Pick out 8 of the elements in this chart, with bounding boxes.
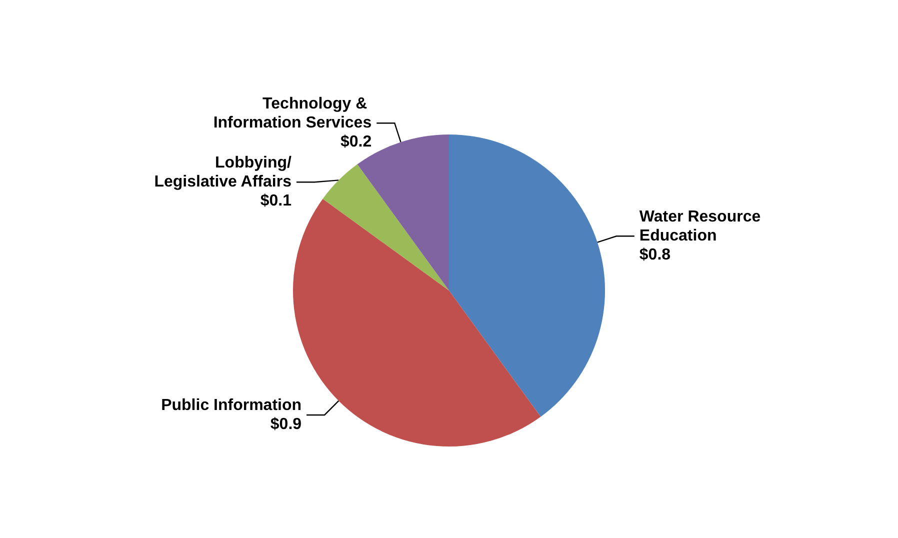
data-label: $0.1 (260, 192, 292, 210)
slice-label: Public Information (161, 396, 302, 414)
slice-label: Technology & Information Services (213, 96, 372, 132)
data-label: $0.9 (270, 416, 302, 433)
slice-label: Water Resource Education (639, 208, 766, 245)
data-label: $0.2 (340, 134, 372, 151)
slice-label: Lobbying/Legislative Affairs (154, 154, 292, 191)
data-label: $0.8 (639, 246, 671, 264)
